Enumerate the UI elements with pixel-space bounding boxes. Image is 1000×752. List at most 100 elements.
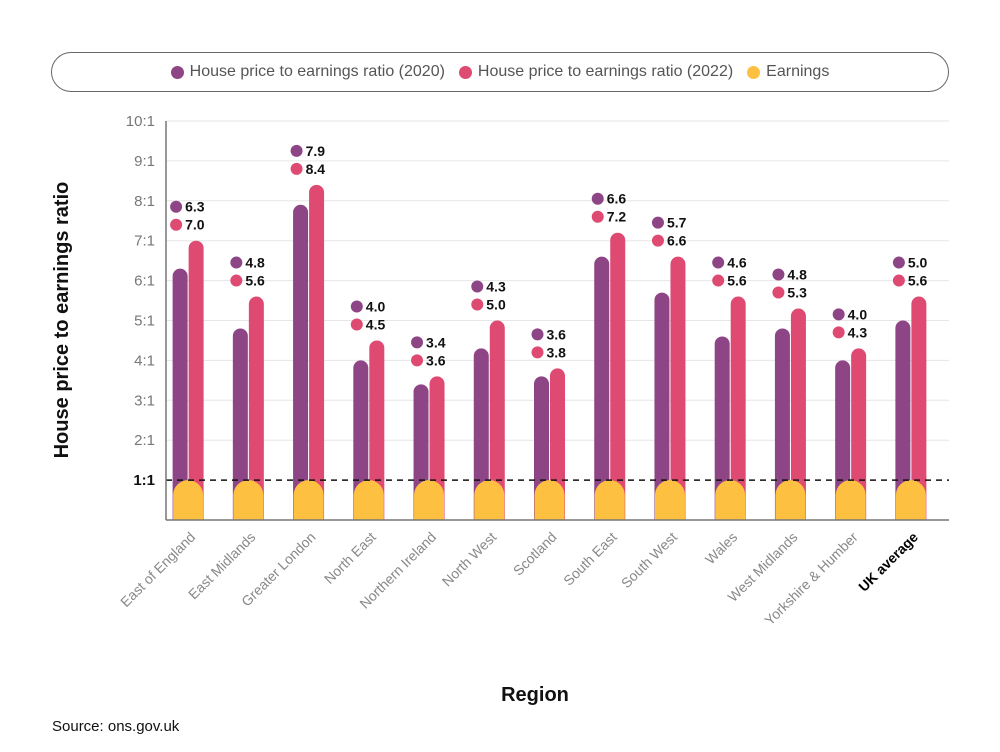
label-dot-icon — [832, 308, 845, 321]
data-label-2020: 7.9 — [306, 143, 326, 159]
label-dot-icon — [471, 280, 484, 293]
x-tick-label: Scotland — [510, 529, 560, 579]
bar-2022 — [248, 296, 264, 520]
bar-2020 — [293, 204, 309, 520]
legend-swatch-icon — [747, 65, 761, 79]
bar-earnings — [474, 480, 505, 520]
data-label-2022: 3.6 — [426, 352, 446, 368]
x-tick-label: North East — [321, 529, 379, 587]
x-tick-label: South West — [618, 529, 680, 591]
label-dot-icon — [772, 268, 785, 281]
bar-earnings — [353, 480, 384, 520]
label-dot-icon — [411, 336, 424, 349]
bar-earnings — [835, 480, 866, 520]
data-label-2020: 4.0 — [366, 298, 386, 314]
x-tick-label: UK average — [855, 529, 921, 595]
label-dot-icon — [531, 346, 544, 359]
label-dot-icon — [471, 298, 484, 311]
label-dot-icon — [651, 216, 664, 229]
data-label-2020: 6.3 — [185, 199, 205, 215]
bar-2022 — [790, 308, 806, 520]
bar-earnings — [293, 480, 324, 520]
data-label-2020: 3.6 — [547, 326, 567, 342]
legend-label-earnings: Earnings — [766, 63, 830, 80]
bar-earnings — [534, 480, 565, 520]
data-label-2022: 8.4 — [306, 161, 326, 177]
y-tick-label: 4:1 — [134, 352, 155, 369]
legend-item-earnings: Earnings — [747, 63, 829, 81]
bar-2020 — [594, 256, 610, 520]
y-tick-label: 1:1 — [133, 472, 155, 489]
y-tick-label: 5:1 — [134, 313, 155, 330]
legend-swatch-icon — [170, 65, 184, 79]
bar-earnings — [775, 480, 806, 520]
data-label-2020: 4.8 — [245, 255, 265, 271]
y-tick-label: 9:1 — [134, 153, 155, 170]
bar-2022 — [730, 296, 746, 520]
data-label-2022: 5.6 — [245, 273, 265, 289]
bar-earnings — [594, 480, 625, 520]
bar-2022 — [188, 240, 204, 520]
data-label-2020: 4.8 — [787, 267, 807, 283]
bar-2020 — [473, 348, 489, 520]
label-dot-icon — [350, 300, 363, 313]
x-tick-label: East of England — [117, 529, 198, 610]
data-label-2022: 5.6 — [908, 273, 928, 289]
label-dot-icon — [712, 274, 725, 287]
bar-2022 — [489, 320, 505, 520]
bar-earnings — [414, 480, 445, 520]
data-label-2020: 3.4 — [426, 334, 446, 350]
label-dot-icon — [411, 354, 424, 367]
data-label-2022: 7.0 — [185, 217, 205, 233]
bar-2022 — [670, 256, 686, 520]
data-label-2022: 3.8 — [547, 344, 567, 360]
data-label-2020: 5.7 — [667, 215, 687, 231]
y-axis-title: House price to earnings ratio — [51, 182, 73, 459]
bar-earnings — [895, 480, 926, 520]
bar-2020 — [172, 268, 188, 520]
y-tick-label: 7:1 — [134, 233, 155, 250]
label-dot-icon — [832, 326, 845, 339]
label-dot-icon — [290, 162, 303, 175]
x-axis-title: Region — [501, 684, 569, 706]
bar-2022 — [369, 340, 385, 520]
bar-2020 — [895, 320, 911, 520]
data-label-2022: 7.2 — [607, 209, 627, 225]
data-label-2022: 5.3 — [787, 285, 807, 301]
bar-2022 — [610, 232, 626, 520]
y-tick-label: 8:1 — [134, 193, 155, 210]
label-dot-icon — [230, 256, 243, 269]
y-tick-label: 3:1 — [134, 392, 155, 409]
data-label-2020: 4.6 — [727, 255, 747, 271]
bar-2022 — [309, 184, 325, 520]
label-dot-icon — [651, 234, 664, 247]
data-label-2020: 4.0 — [848, 306, 868, 322]
data-label-2022: 5.6 — [727, 273, 747, 289]
bar-earnings — [173, 480, 204, 520]
bar-earnings — [654, 480, 685, 520]
bar-2020 — [774, 328, 790, 520]
legend-label-2022: House price to earnings ratio (2022) — [477, 63, 734, 80]
data-label-2020: 6.6 — [607, 191, 627, 207]
y-tick-label: 2:1 — [134, 432, 155, 449]
label-dot-icon — [290, 144, 303, 157]
x-tick-label: Wales — [702, 529, 740, 567]
label-dot-icon — [892, 256, 905, 269]
label-dot-icon — [531, 328, 544, 341]
label-dot-icon — [170, 200, 183, 213]
data-label-2020: 5.0 — [908, 255, 928, 271]
y-tick-label: 10:1 — [126, 113, 155, 130]
label-dot-icon — [772, 286, 785, 299]
legend: House price to earnings ratio (2020) Hou… — [51, 52, 949, 92]
label-dot-icon — [230, 274, 243, 287]
source-note: Source: ons.gov.uk — [52, 718, 180, 735]
label-dot-icon — [591, 192, 604, 205]
data-label-2022: 5.0 — [486, 297, 506, 313]
label-dot-icon — [591, 210, 604, 223]
legend-swatch-icon — [458, 65, 472, 79]
label-dot-icon — [350, 318, 363, 331]
x-tick-label: North West — [439, 529, 500, 590]
data-label-2022: 4.3 — [848, 324, 868, 340]
bar-2020 — [654, 292, 670, 520]
